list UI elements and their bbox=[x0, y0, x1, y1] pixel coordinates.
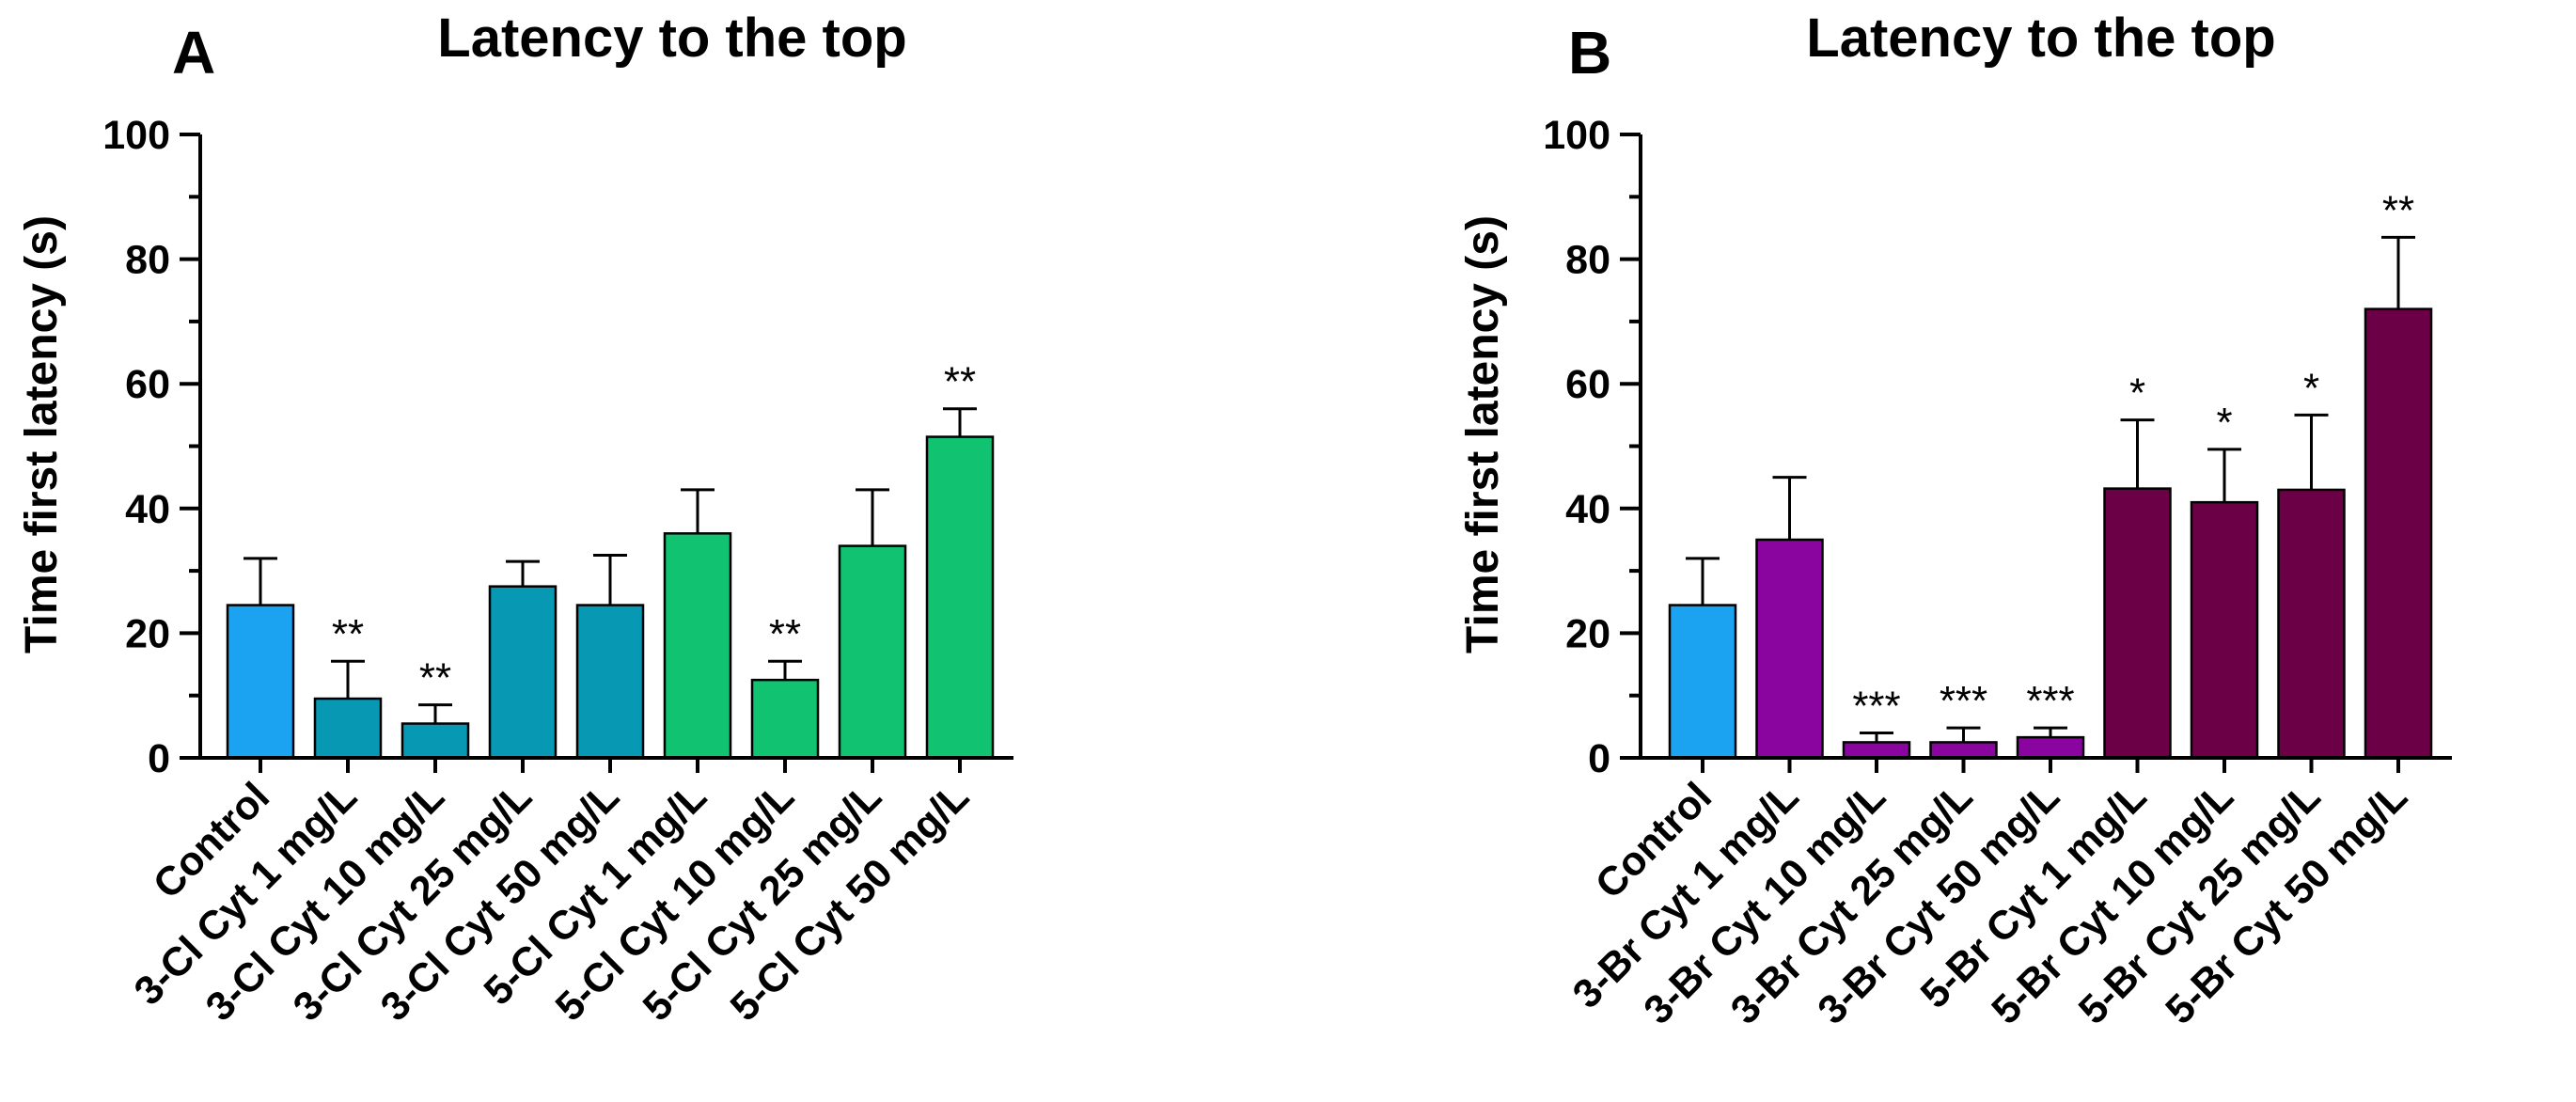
panel-label-a: A bbox=[172, 19, 215, 87]
bar-b bbox=[2016, 735, 2085, 760]
bar-a bbox=[750, 678, 820, 760]
y-tick-label-a: 60 bbox=[125, 362, 170, 407]
bar-b bbox=[1929, 741, 1998, 760]
y-tick-label-a: 0 bbox=[148, 736, 170, 781]
bar-a bbox=[226, 604, 295, 760]
bar-a bbox=[575, 604, 645, 760]
significance-label-b: ** bbox=[2382, 187, 2414, 233]
chart-title-a: Latency to the top bbox=[437, 8, 906, 69]
bar-a bbox=[401, 722, 470, 760]
panel-label-b: B bbox=[1568, 19, 1611, 87]
significance-label-a: ** bbox=[419, 655, 451, 701]
significance-label-a: ** bbox=[944, 359, 976, 405]
y-tick-label-a: 100 bbox=[102, 113, 170, 158]
bar-b bbox=[1668, 604, 1737, 760]
bar-a bbox=[313, 697, 383, 760]
bar-b bbox=[2364, 307, 2433, 760]
bar-b bbox=[2103, 487, 2172, 760]
y-tick-label-b: 60 bbox=[1565, 362, 1610, 407]
chart-title-b: Latency to the top bbox=[1806, 8, 2275, 69]
y-axis-label-a: Time first latency (s) bbox=[17, 215, 67, 653]
significance-label-b: *** bbox=[2026, 678, 2074, 724]
y-tick-label-b: 20 bbox=[1565, 611, 1610, 656]
bar-a bbox=[663, 532, 732, 760]
y-tick-label-b: 100 bbox=[1543, 113, 1610, 158]
y-tick-label-b: 40 bbox=[1565, 487, 1610, 532]
bar-b bbox=[2190, 500, 2259, 760]
bar-a bbox=[488, 585, 558, 760]
y-tick-label-a: 40 bbox=[125, 487, 170, 532]
significance-label-b: * bbox=[2129, 370, 2145, 417]
y-tick-label-b: 80 bbox=[1565, 238, 1610, 283]
y-axis-label-b: Time first latency (s) bbox=[1458, 215, 1508, 653]
bar-b bbox=[1755, 538, 1824, 760]
y-tick-label-a: 80 bbox=[125, 238, 170, 283]
significance-label-b: *** bbox=[1852, 683, 1900, 729]
significance-label-a: ** bbox=[769, 611, 801, 657]
significance-label-b: *** bbox=[1940, 678, 1987, 724]
significance-label-a: ** bbox=[332, 611, 364, 657]
bar-a bbox=[925, 435, 995, 760]
significance-label-b: * bbox=[2303, 365, 2319, 411]
bar-b bbox=[2277, 488, 2346, 760]
plot-area-a: Control**3-Cl Cyt 1 mg/L**3-Cl Cyt 10 mg… bbox=[102, 113, 1013, 1030]
bar-a bbox=[838, 544, 907, 760]
significance-label-b: * bbox=[2216, 400, 2232, 446]
bar-b bbox=[1842, 741, 1911, 760]
y-tick-label-b: 0 bbox=[1588, 736, 1610, 781]
y-tick-label-a: 20 bbox=[125, 611, 170, 656]
